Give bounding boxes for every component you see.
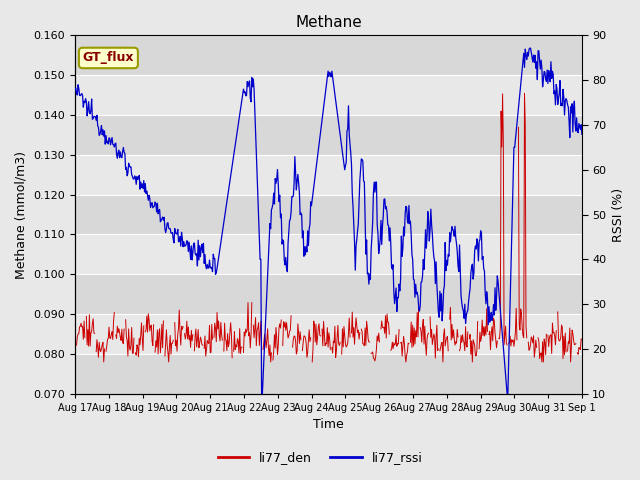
- Y-axis label: Methane (mmol/m3): Methane (mmol/m3): [15, 151, 28, 278]
- Title: Methane: Methane: [295, 15, 362, 30]
- Bar: [75, 314, 582, 354]
- Bar: [75, 354, 582, 394]
- Bar: [75, 155, 582, 195]
- Bar: [75, 36, 582, 75]
- Bar: [75, 275, 582, 314]
- Bar: [75, 75, 582, 115]
- Bar: [75, 115, 582, 155]
- Legend: li77_den, li77_rssi: li77_den, li77_rssi: [212, 446, 428, 469]
- Bar: [75, 195, 582, 235]
- Y-axis label: RSSI (%): RSSI (%): [612, 188, 625, 241]
- Text: GT_flux: GT_flux: [83, 51, 134, 64]
- Bar: [75, 235, 582, 275]
- X-axis label: Time: Time: [313, 419, 344, 432]
